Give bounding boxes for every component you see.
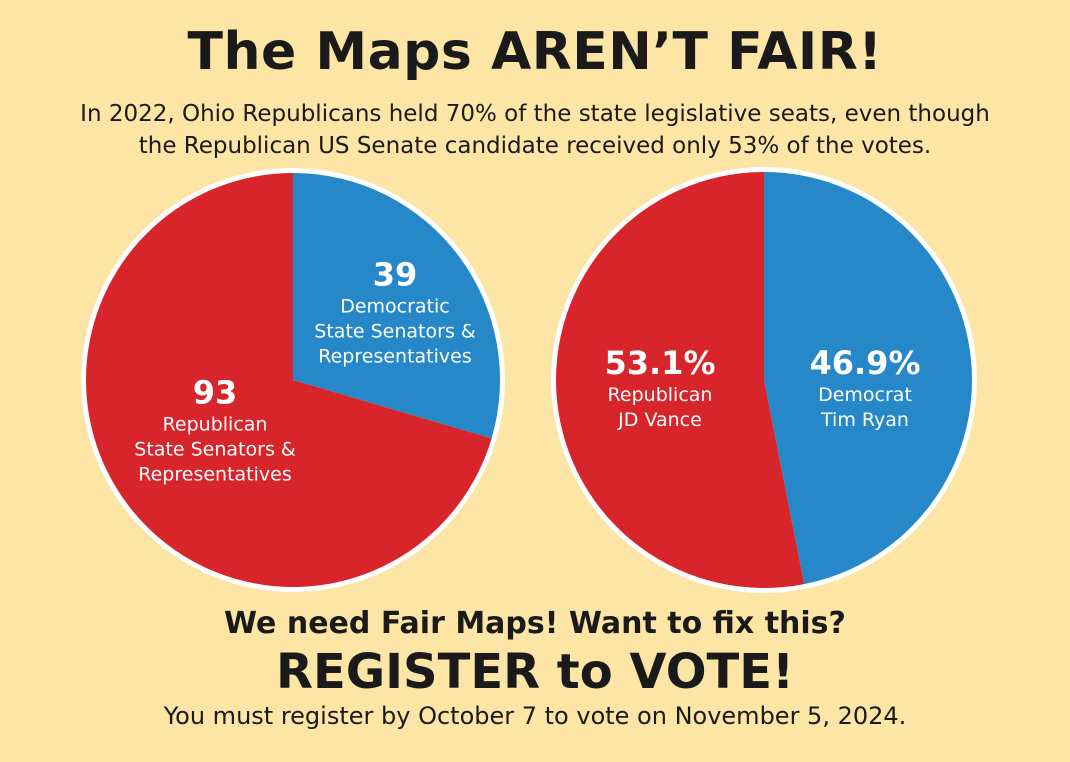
- value-label: 39: [372, 255, 418, 294]
- value-label: 53.1%: [604, 344, 716, 382]
- value-label: 46.9%: [809, 344, 921, 382]
- note: You must register by October 7 to vote o…: [163, 702, 907, 730]
- subtitle: In 2022, Ohio Republicans held 70% of th…: [80, 101, 990, 159]
- slice-label: 46.9% Democrat Tim Ryan: [809, 343, 920, 433]
- pie-slice: [293, 173, 500, 439]
- slice-label: 93 Republican State Senators & Representa…: [134, 373, 295, 488]
- call-to-action: REGISTER to VOTE!: [276, 644, 794, 700]
- question: We need Fair Maps! Want to fix this?: [224, 606, 846, 641]
- pie-slice: [764, 172, 973, 585]
- title: The Maps AREN’T FAIR!: [187, 22, 883, 82]
- value-label: 93: [192, 373, 238, 412]
- category-label: Republican State Senators & Representati…: [134, 413, 296, 486]
- slice-label: 39 Democratic State Senators & Representa…: [314, 255, 475, 370]
- pie-slice: [85, 173, 492, 587]
- category-label: Republican JD Vance: [607, 384, 713, 431]
- slice-label: 53.1% Republican JD Vance: [604, 343, 715, 433]
- category-label: Democratic State Senators & Representati…: [314, 295, 476, 368]
- pie-slice: [556, 172, 805, 588]
- category-label: Democrat Tim Ryan: [818, 384, 912, 431]
